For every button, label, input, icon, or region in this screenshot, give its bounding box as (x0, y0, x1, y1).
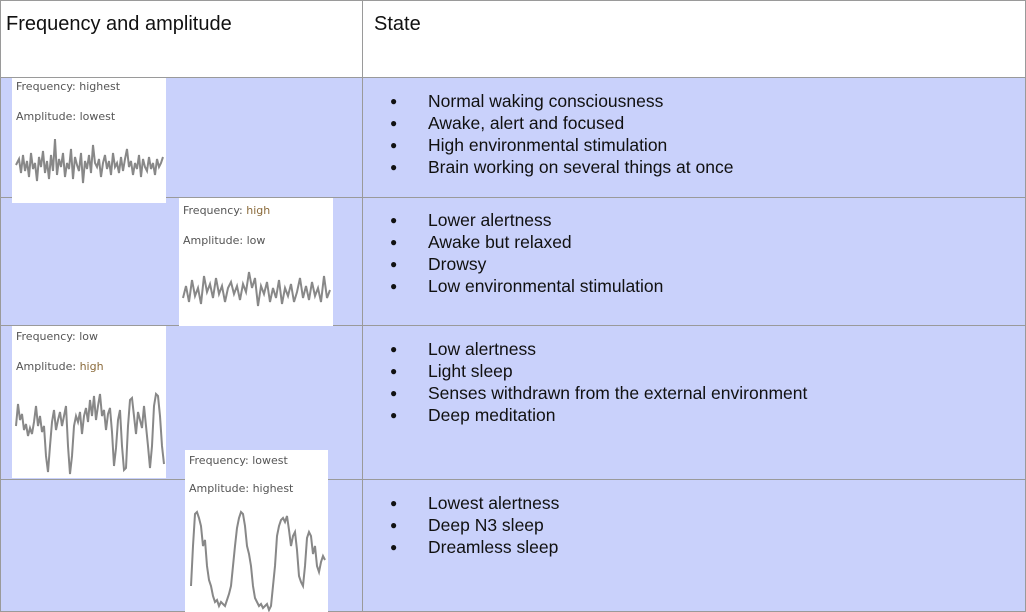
state-cell: Normal waking consciousness Awake, alert… (362, 90, 1026, 178)
waveform-image: Frequency: lowest Amplitude: highest (185, 450, 328, 612)
beta-waveform (15, 138, 164, 184)
amplitude-label: Amplitude: highest (189, 482, 294, 495)
list-item: Lower alertness (362, 209, 1026, 231)
state-list: Lowest alertness Deep N3 sleep Dreamless… (362, 492, 1026, 558)
list-item: Lowest alertness (362, 492, 1026, 514)
frequency-label: Frequency: low (16, 330, 99, 343)
delta-waveform (190, 510, 326, 612)
grid-line (0, 0, 1, 612)
list-item: Awake, alert and focused (362, 112, 1026, 134)
alpha-waveform (182, 271, 331, 307)
frequency-label: Frequency: highest (16, 80, 121, 93)
state-list: Lower alertness Awake but relaxed Drowsy… (362, 209, 1026, 297)
list-item: Brain working on several things at once (362, 156, 1026, 178)
grid-line (0, 77, 1026, 78)
state-cell: Lower alertness Awake but relaxed Drowsy… (362, 209, 1026, 297)
amplitude-label: Amplitude: high (16, 360, 104, 373)
list-item: Normal waking consciousness (362, 90, 1026, 112)
state-cell: Low alertness Light sleep Senses withdra… (362, 338, 1026, 426)
list-item: Light sleep (362, 360, 1026, 382)
amplitude-label: Amplitude: low (183, 234, 266, 247)
list-item: Dreamless sleep (362, 536, 1026, 558)
frequency-label: Frequency: high (183, 204, 271, 217)
grid-line (0, 0, 1026, 1)
header-state: State (362, 0, 1026, 78)
state-list: Normal waking consciousness Awake, alert… (362, 90, 1026, 178)
grid-line (0, 479, 1026, 480)
frequency-label: Frequency: lowest (189, 454, 288, 467)
grid-line (0, 197, 1026, 198)
list-item: Senses withdrawn from the external envir… (362, 382, 1026, 404)
state-list: Low alertness Light sleep Senses withdra… (362, 338, 1026, 426)
list-item: Low environmental stimulation (362, 275, 1026, 297)
waveform-image: Frequency: low Amplitude: high (12, 326, 166, 478)
list-item: Deep N3 sleep (362, 514, 1026, 536)
list-item: High environmental stimulation (362, 134, 1026, 156)
state-cell: Lowest alertness Deep N3 sleep Dreamless… (362, 492, 1026, 558)
list-item: Low alertness (362, 338, 1026, 360)
list-item: Deep meditation (362, 404, 1026, 426)
list-item: Awake but relaxed (362, 231, 1026, 253)
grid-line (0, 325, 1026, 326)
waveform-image: Frequency: highest Amplitude: lowest (12, 78, 166, 203)
amplitude-label: Amplitude: lowest (16, 110, 116, 123)
theta-waveform (15, 391, 165, 475)
waveform-image: Frequency: high Amplitude: low (179, 198, 333, 326)
header-frequency-amplitude: Frequency and amplitude (0, 0, 362, 78)
grid-line (362, 0, 363, 612)
list-item: Drowsy (362, 253, 1026, 275)
